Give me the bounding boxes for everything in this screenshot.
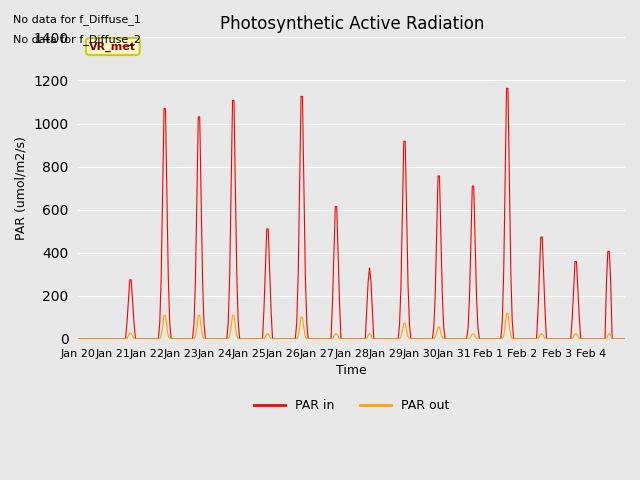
PAR in: [502, 85, 510, 91]
PAR out: [621, 336, 629, 342]
Text: VR_met: VR_met: [90, 41, 136, 52]
PAR in: [356, 336, 364, 342]
PAR in: [93, 336, 100, 342]
PAR in: [75, 336, 83, 342]
PAR out: [464, 336, 472, 342]
Line: PAR in: PAR in: [79, 88, 625, 339]
X-axis label: Time: Time: [337, 364, 367, 377]
PAR out: [75, 336, 83, 342]
Text: No data for f_Diffuse_1: No data for f_Diffuse_1: [13, 14, 141, 25]
Title: Photosynthetic Active Radiation: Photosynthetic Active Radiation: [220, 15, 484, 33]
PAR out: [502, 311, 510, 316]
Legend: PAR in, PAR out: PAR in, PAR out: [249, 394, 454, 417]
PAR out: [547, 336, 555, 342]
PAR out: [618, 336, 626, 342]
PAR out: [93, 336, 100, 342]
Y-axis label: PAR (umol/m2/s): PAR (umol/m2/s): [15, 136, 28, 240]
PAR out: [356, 336, 364, 342]
PAR in: [621, 336, 629, 342]
PAR in: [110, 336, 118, 342]
PAR in: [618, 336, 626, 342]
PAR in: [464, 325, 472, 331]
Text: No data for f_Diffuse_2: No data for f_Diffuse_2: [13, 34, 141, 45]
PAR in: [547, 336, 555, 342]
PAR out: [110, 336, 118, 342]
Line: PAR out: PAR out: [79, 313, 625, 339]
